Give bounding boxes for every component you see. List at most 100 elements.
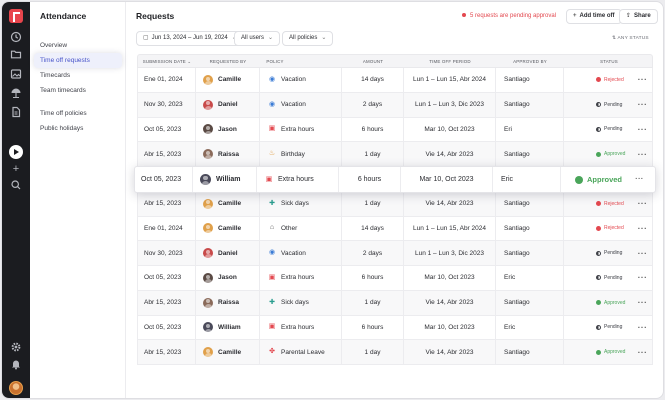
status-label: Approved [604,299,626,306]
page-title: Requests [136,11,175,21]
alert-dot-icon [462,13,466,18]
approved-by: Santiago [496,142,564,166]
more-options-icon[interactable]: ··· [637,298,648,308]
image-icon[interactable] [10,68,22,80]
policy-name: Vacation [281,249,306,257]
nav-item-public-holidays[interactable]: Public holidays [40,125,84,132]
medkit-icon: ✚ [269,199,275,207]
current-user-avatar[interactable] [9,381,23,395]
approved-by: Santiago [496,92,564,117]
column-header-user[interactable]: Requested by [209,59,247,64]
status-label: Approved [587,175,623,184]
column-header-status[interactable]: Status [600,59,618,64]
table-row[interactable]: Oct 05, 2023 William ▣ Extra hours 6 hou… [137,315,653,341]
share-button[interactable]: ⇪ Share [619,9,658,24]
column-header-period[interactable]: Time off period [429,59,471,64]
more-options-icon[interactable]: ··· [637,322,648,332]
user-avatar [203,248,213,259]
time-off-period: Mar 10, Oct 2023 [404,315,496,340]
pending-alert: 5 requests are pending approval [462,13,556,19]
document-icon[interactable] [10,106,22,118]
status-dot-icon [575,175,583,184]
bell-icon[interactable] [10,358,22,370]
users-filter[interactable]: All users ⌄ [234,31,281,46]
table-row[interactable]: Oct 05, 2023 Jason ▣ Extra hours 6 hours… [137,266,653,291]
search-icon[interactable] [10,179,22,191]
column-header-date[interactable]: Submission date ⌄ [142,59,192,64]
section-title: Attendance [40,11,87,21]
table-row[interactable]: Abr 15, 2023 Raissa ✚ Sick days 1 day Vi… [137,290,653,316]
status-dot-icon [596,250,601,256]
status-dot-icon [596,225,601,231]
submission-date: Nov 30, 2023 [138,92,196,117]
nav-item-overview[interactable]: Overview [40,42,68,49]
submission-date: Ene 01, 2024 [138,216,196,241]
amount: 6 hours [342,117,404,142]
filter-icon: ⇅ [612,36,618,41]
home-icon: ⌂ [269,224,275,232]
folder-icon[interactable] [10,48,22,60]
amount: 2 days [342,92,404,117]
status-label: Pending [604,126,623,133]
table-row[interactable]: Oct 05, 2023 Jason ▣ Extra hours 6 hours… [137,117,653,143]
clock-icon[interactable] [10,31,22,43]
user-avatar [203,198,213,209]
nav-item-team-timecards[interactable]: Team timecards [40,87,86,94]
table-row[interactable]: Abr 15, 2023 Raissa ♨ Birthday 1 day Vie… [137,142,653,167]
status-filter[interactable]: ⇅ ANY STATUS [612,36,649,41]
policy: ♨ Birthday [260,142,342,166]
table-row[interactable]: Abr 15, 2023 Camille ✤ Parental Leave 1 … [137,340,653,365]
more-options-icon[interactable]: ··· [637,124,648,134]
column-header-amount[interactable]: Amount [362,59,384,64]
approved-by: Eric [496,315,564,340]
policy-name: Other [281,224,298,232]
beach-umbrella-icon[interactable] [10,87,22,99]
table-row[interactable]: Ene 01, 2024 Camille ⌂ Other 14 days Lun… [137,216,653,242]
more-options-icon[interactable]: ··· [637,149,648,159]
time-off-period: Lun 1 – Lun 15, Abr 2024 [404,216,496,241]
more-options-icon[interactable]: ··· [637,248,648,258]
policy-name: Extra hours [278,176,314,183]
nav-item-time-off-requests[interactable]: Time off requests [34,53,122,68]
more-options-icon[interactable]: ··· [637,100,648,110]
requested-by: Camille [196,191,260,216]
amount: 1 day [342,191,404,216]
user-name: Camille [218,200,242,208]
requested-by: Camille [196,216,260,241]
settings-gear-icon[interactable] [10,341,22,353]
table-row[interactable]: Nov 30, 2023 Daniel ◉ Vacation 2 days Lu… [137,241,653,266]
policies-filter-value: All policies [289,35,318,41]
nav-item-time-off-policies[interactable]: Time off policies [40,110,87,117]
app-logo-icon[interactable] [9,9,23,23]
more-options-icon[interactable]: ··· [637,223,648,233]
column-header-policy[interactable]: Policy [266,59,284,64]
column-header-approver[interactable]: Approved by [513,59,547,64]
status-pending: Pending [596,275,622,281]
table-row[interactable]: Ene 01, 2024 Camille ◉ Vacation 14 days … [137,68,653,93]
user-avatar [203,322,213,333]
status-approved: Approved [596,151,625,157]
status-badge: Approved [564,340,631,364]
play-icon[interactable] [9,145,23,159]
table-row[interactable]: Nov 30, 2023 Daniel ◉ Vacation 2 days Lu… [137,92,653,118]
table-row[interactable]: Oct 05, 2023 William ▣ Extra hours 6 hou… [134,166,656,193]
amount: 6 hours [342,266,404,290]
more-options-icon[interactable]: ··· [637,273,648,283]
add-time-off-button[interactable]: + Add time off [566,9,622,24]
amount: 1 day [342,340,404,364]
time-off-period: Mar 10, Oct 2023 [404,266,496,290]
more-options-icon[interactable]: ··· [637,199,648,209]
plus-icon[interactable]: + [12,163,20,175]
policies-filter[interactable]: All policies ⌄ [282,31,334,46]
more-options-icon[interactable]: ··· [635,176,644,183]
nav-item-timecards[interactable]: Timecards [40,72,71,79]
date-range-filter[interactable]: ▢Jun 13, 2024 – Jun 19, 2024⌄ [136,31,244,46]
submission-date: Abr 15, 2023 [138,191,196,216]
time-off-period: Lun 1 – Lun 15, Abr 2024 [404,68,496,92]
table-row[interactable]: Abr 15, 2023 Camille ✚ Sick days 1 day V… [137,191,653,217]
status-pending: Pending [596,126,622,132]
user-avatar [203,297,213,308]
more-options-icon[interactable]: ··· [637,347,648,357]
more-options-icon[interactable]: ··· [637,75,648,85]
time-off-period: Lun 1 – Lun 3, Dic 2023 [404,241,496,265]
